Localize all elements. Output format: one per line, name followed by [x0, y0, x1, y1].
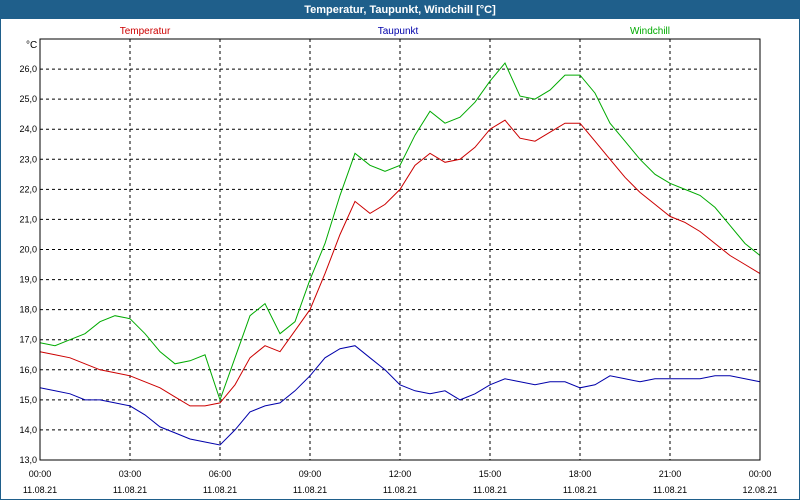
y-tick-label: 26,0: [19, 64, 37, 74]
x-tick-time: 06:00: [209, 469, 232, 479]
series-line-temperatur: [39, 119, 761, 407]
x-tick-date: 11.08.21: [113, 485, 147, 495]
series-line-taupunkt: [39, 345, 761, 446]
x-tick-time: 09:00: [299, 469, 322, 479]
x-tick-time: 03:00: [119, 469, 142, 479]
y-tick-label: 16,0: [19, 365, 37, 375]
x-tick-time: 21:00: [659, 469, 682, 479]
x-tick-date: 11.08.21: [653, 485, 687, 495]
legend-windchill: Windchill: [630, 26, 670, 37]
y-tick-label: 18,0: [19, 305, 37, 315]
y-tick-label: 22,0: [19, 184, 37, 194]
y-tick-label: 23,0: [19, 154, 37, 164]
legend-temperatur: Temperatur: [120, 26, 171, 37]
x-tick-date: 11.08.21: [23, 485, 57, 495]
x-tick-date: 11.08.21: [203, 485, 237, 495]
y-tick-label: 25,0: [19, 94, 37, 104]
x-tick-date: 12.08.21: [742, 485, 777, 495]
x-tick-time: 18:00: [569, 469, 592, 479]
x-tick-date: 11.08.21: [563, 485, 597, 495]
y-tick-label: 14,0: [19, 425, 37, 435]
series-line-windchill: [39, 62, 761, 402]
x-axis-labels: 00:00 11.08.21 03:00 11.08.21 06:00 11.08.21 0…: [23, 469, 778, 495]
y-tick-label: 17,0: [19, 335, 37, 345]
window-title: Temperatur, Taupunkt, Windchill [°C]: [1, 1, 799, 19]
grid: [39, 39, 761, 461]
y-axis-labels: 13,0 14,0 15,0 16,0 17,0 18,0 19,0 20,0 21,0 22,0…: [19, 64, 37, 465]
y-tick-label: 20,0: [19, 245, 37, 255]
y-tick-label: 19,0: [19, 275, 37, 285]
x-tick-time: 12:00: [389, 469, 412, 479]
x-tick-time: 15:00: [479, 469, 502, 479]
x-tick-time: 00:00: [749, 469, 772, 479]
y-axis-unit: °C: [26, 40, 37, 51]
x-tick-date: 11.08.21: [473, 485, 507, 495]
y-tick-label: 21,0: [19, 214, 37, 224]
x-tick-date: 11.08.21: [293, 485, 327, 495]
x-tick-time: 00:00: [29, 469, 52, 479]
y-tick-label: 15,0: [19, 395, 37, 405]
series-lines: [39, 62, 761, 446]
legend-taupunkt: Taupunkt: [378, 26, 419, 37]
plot-border: [39, 38, 761, 461]
x-tick-date: 11.08.21: [383, 485, 417, 495]
y-tick-label: 13,0: [19, 455, 37, 465]
y-tick-label: 24,0: [19, 124, 37, 134]
